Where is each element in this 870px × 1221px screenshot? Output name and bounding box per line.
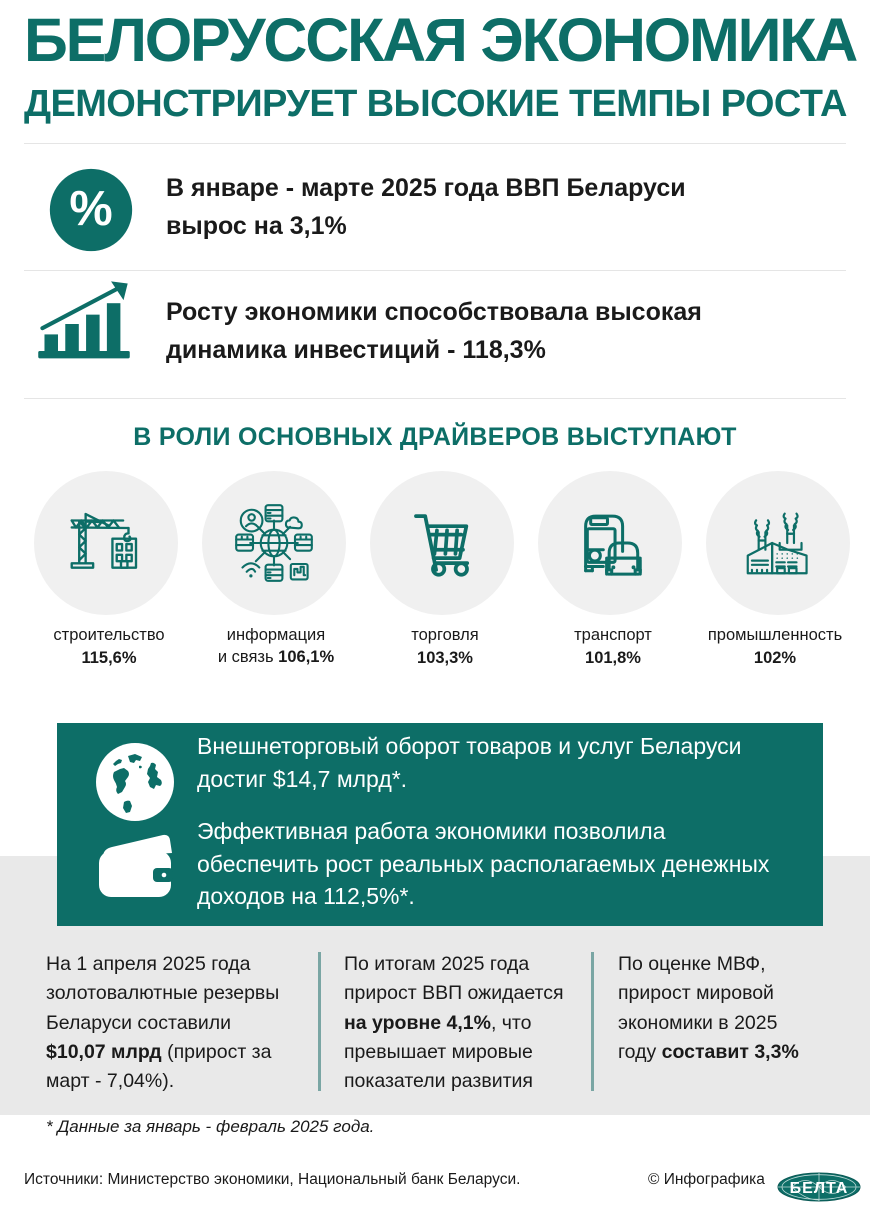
svg-text:БЕЛТА: БЕЛТА <box>790 1180 849 1197</box>
svg-text:%: % <box>69 182 112 236</box>
